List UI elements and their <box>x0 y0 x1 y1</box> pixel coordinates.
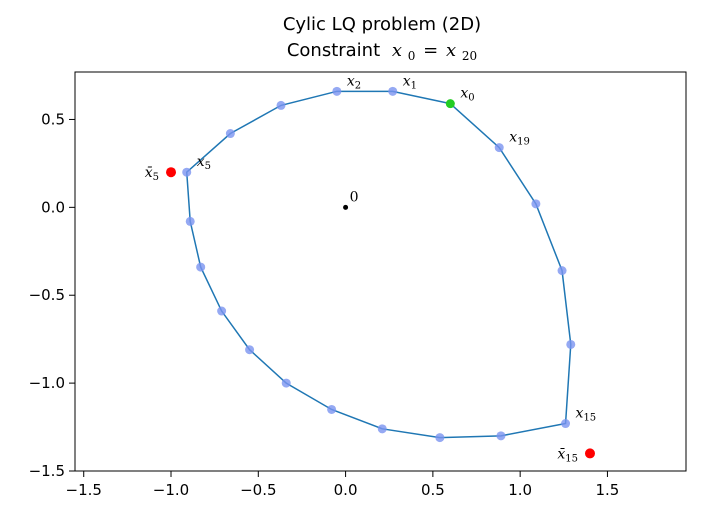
x-tick-label: 1.0 <box>508 481 532 499</box>
annotation-subscript: 1 <box>411 80 417 91</box>
target-point <box>584 448 595 459</box>
annotation-symbol: 0 <box>350 189 359 205</box>
trajectory-point <box>276 100 286 110</box>
trajectory-point <box>196 262 206 272</box>
y-tick-label: −0.5 <box>29 286 65 304</box>
y-tick-label: −1.0 <box>29 374 65 392</box>
annotation-symbol: x <box>403 73 411 89</box>
annotation-subscript: 15 <box>583 413 596 424</box>
trajectory-point <box>388 86 398 96</box>
point-annotation: x19 <box>509 130 530 148</box>
trajectory-point <box>557 266 567 276</box>
point-annotation: x̄15 <box>557 446 578 464</box>
x-tick-label: 0.0 <box>334 481 358 499</box>
annotation-subscript: 15 <box>565 453 578 464</box>
y-tick-label: 0.5 <box>41 110 65 128</box>
trajectory-point <box>435 433 445 443</box>
annotation-symbol: x <box>460 86 468 102</box>
point-annotation: x2 <box>347 73 361 91</box>
point-annotation: x5 <box>197 154 211 172</box>
trajectory-point <box>531 199 541 209</box>
trajectory-point <box>245 345 255 355</box>
annotation-subscript: 2 <box>355 80 361 91</box>
trajectory-point <box>185 216 195 226</box>
point-annotation: x0 <box>460 86 474 104</box>
point-annotation: x1 <box>403 73 417 91</box>
trajectory-point <box>561 419 571 429</box>
annotation-symbol: x̄ <box>145 165 153 181</box>
annotation-symbol: x̄ <box>557 446 565 462</box>
annotation-subscript: 5 <box>205 161 211 172</box>
x-tick-label: 0.5 <box>421 481 445 499</box>
trajectory-point <box>327 404 337 414</box>
annotation-symbol: x <box>347 73 355 89</box>
x-tick-label: −1.5 <box>66 481 102 499</box>
chart-title: Cylic LQ problem (2D) <box>283 14 481 35</box>
chart-subtitle: Constraint x 0 = x 20 <box>287 40 477 65</box>
chart-subtitle-equals: = <box>423 40 438 61</box>
chart-subtitle-rhs-symbol: x <box>446 40 456 61</box>
x-tick-label: −0.5 <box>240 481 276 499</box>
trajectory-point <box>281 378 291 388</box>
trajectory-point <box>494 143 504 153</box>
trajectory-point <box>217 306 227 316</box>
target-point <box>166 167 177 178</box>
plot-area <box>74 71 687 472</box>
trajectory-point <box>496 431 506 441</box>
chart-subtitle-rhs-subscript: 20 <box>462 49 477 63</box>
x-tick-label: 1.5 <box>596 481 620 499</box>
y-axis: −1.5 −1.0 −0.5 0.0 0.5 <box>29 110 75 480</box>
trajectory-point <box>182 167 192 177</box>
annotation-subscript: 0 <box>468 93 474 104</box>
start-point <box>445 99 455 109</box>
x-tick-label: −1.0 <box>153 481 189 499</box>
annotation-symbol: x <box>576 406 584 422</box>
y-tick-label: 0.0 <box>41 198 65 216</box>
annotation-subscript: 19 <box>517 137 530 148</box>
trajectory-point <box>332 86 342 96</box>
annotation-symbol: x <box>509 130 517 146</box>
x-axis: −1.5 −1.0 −0.5 0.0 0.5 1.0 1.5 <box>66 471 620 499</box>
origin-point <box>343 204 349 210</box>
point-annotation: x15 <box>576 406 597 424</box>
y-tick-label: −1.5 <box>29 462 65 480</box>
chart-subtitle-prefix: Constraint <box>287 40 380 61</box>
annotation-subscript: 5 <box>153 172 159 183</box>
point-annotation: x̄5 <box>145 165 159 183</box>
annotation-symbol: x <box>197 154 205 170</box>
chart-subtitle-lhs-symbol: x <box>392 40 402 61</box>
trajectory-point <box>225 129 235 139</box>
chart-subtitle-lhs-subscript: 0 <box>408 49 416 63</box>
point-annotation: 0 <box>350 189 359 205</box>
trajectory-point <box>377 424 387 434</box>
trajectory-point <box>566 339 576 349</box>
